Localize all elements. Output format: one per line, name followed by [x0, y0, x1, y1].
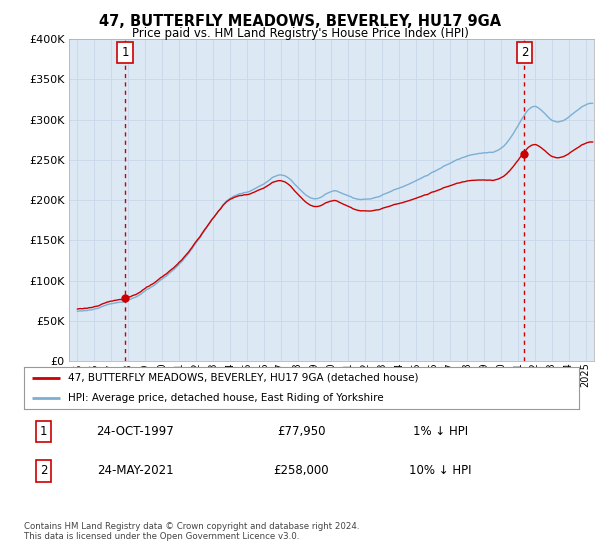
Text: HPI: Average price, detached house, East Riding of Yorkshire: HPI: Average price, detached house, East…: [68, 393, 384, 403]
Text: £77,950: £77,950: [277, 425, 326, 438]
Text: 10% ↓ HPI: 10% ↓ HPI: [409, 464, 472, 478]
Text: 47, BUTTERFLY MEADOWS, BEVERLEY, HU17 9GA (detached house): 47, BUTTERFLY MEADOWS, BEVERLEY, HU17 9G…: [68, 373, 419, 382]
Text: Price paid vs. HM Land Registry's House Price Index (HPI): Price paid vs. HM Land Registry's House …: [131, 27, 469, 40]
Text: £258,000: £258,000: [274, 464, 329, 478]
Text: 1: 1: [40, 425, 47, 438]
Text: 1: 1: [121, 46, 129, 59]
Text: 47, BUTTERFLY MEADOWS, BEVERLEY, HU17 9GA: 47, BUTTERFLY MEADOWS, BEVERLEY, HU17 9G…: [99, 14, 501, 29]
Text: 2: 2: [521, 46, 528, 59]
Text: 24-OCT-1997: 24-OCT-1997: [96, 425, 174, 438]
Text: 2: 2: [40, 464, 47, 478]
Text: 24-MAY-2021: 24-MAY-2021: [97, 464, 173, 478]
Text: Contains HM Land Registry data © Crown copyright and database right 2024.
This d: Contains HM Land Registry data © Crown c…: [24, 522, 359, 542]
Text: 1% ↓ HPI: 1% ↓ HPI: [413, 425, 468, 438]
